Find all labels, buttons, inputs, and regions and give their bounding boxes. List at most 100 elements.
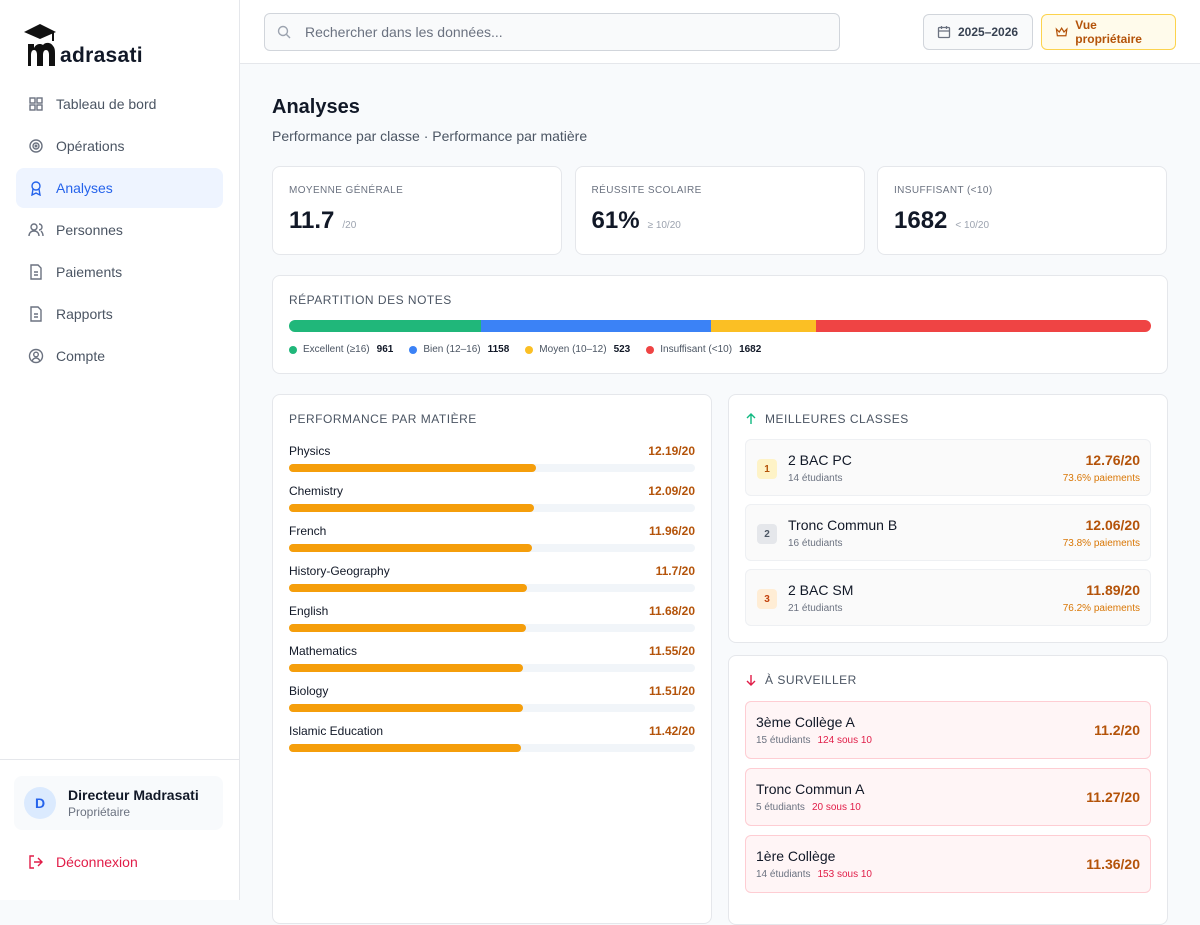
card-title: À SURVEILLER [745, 673, 857, 687]
class-payments: 76.2% paiements [1062, 603, 1140, 614]
legend-count: 961 [376, 344, 394, 355]
subject-value: 11.51/20 [648, 684, 695, 698]
bar-track [289, 584, 695, 592]
class-row: 1 2 BAC PC 14 étudiants 12.76/20 73.6% paiem… [745, 439, 1151, 496]
search-placeholder: Rechercher dans les données... [305, 24, 503, 40]
card-title-text: À SURVEILLER [765, 673, 857, 687]
class-name: Tronc Commun B [788, 517, 898, 533]
card-title-text: MEILLEURES CLASSES [765, 412, 909, 426]
bar-track [289, 664, 695, 672]
legend-name: Excellent (≥16) [303, 344, 370, 355]
class-average: 11.36/20 [1086, 856, 1140, 872]
subject-row: History-Geography 11.7/20 [289, 564, 695, 594]
nav-label: Analyses [56, 180, 113, 196]
class-students: 14 étudiants [788, 473, 843, 484]
class-name: Tronc Commun A [756, 781, 865, 797]
logo: adrasati [22, 20, 143, 66]
bar [289, 704, 523, 712]
class-payments: 73.6% paiements [1062, 473, 1140, 484]
rank-badge: 3 [757, 589, 777, 609]
nav-item[interactable]: Rapports [16, 294, 223, 334]
distribution-card: RÉPARTITION DES NOTES Excellent (≥16) 961… [272, 275, 1168, 374]
card-title: RÉPARTITION DES NOTES [289, 293, 452, 307]
subject-value: 11.7/20 [655, 564, 695, 578]
kpi-value-row: 1682 < 10/20 [894, 207, 989, 235]
search-box[interactable]: Rechercher dans les données... [264, 13, 840, 51]
kpi-suffix: ≥ 10/20 [647, 220, 681, 231]
class-name: 2 BAC SM [788, 582, 854, 598]
nav-item[interactable]: Personnes [16, 210, 223, 250]
subject-name: Physics [289, 444, 331, 458]
user-card[interactable]: D Directeur Madrasati Propriétaire [14, 776, 223, 830]
legend-count: 523 [613, 344, 631, 355]
class-below: 20 sous 10 [811, 802, 861, 813]
user-role: Propriétaire [68, 805, 131, 819]
subject-row: Mathematics 11.55/20 [289, 644, 695, 674]
class-payments: 73.8% paiements [1062, 538, 1140, 549]
distribution-legend: Excellent (≥16) 961 Bien (12–16) 1158 Moyen … [289, 344, 777, 355]
kpi-card: RÉUSSITE SCOLAIRE 61% ≥ 10/20 [574, 166, 865, 255]
watch-row: 3ème Collège A 15 étudiants 124 sous 10 11.… [745, 701, 1151, 759]
class-name: 3ème Collège A [756, 714, 855, 730]
legend-dot [409, 345, 418, 354]
class-average: 12.76/20 [1085, 452, 1141, 468]
subject-name: History-Geography [289, 564, 390, 578]
subject-name: English [289, 604, 329, 618]
legend-item: Excellent (≥16) 961 [289, 344, 393, 355]
year-button[interactable]: 2025–2026 [923, 14, 1033, 50]
nav-label: Tableau de bord [56, 96, 157, 112]
class-students: 21 étudiants [788, 603, 843, 614]
year-label: 2025–2026 [958, 25, 1019, 39]
rank-badge: 2 [757, 524, 777, 544]
legend-dot [525, 345, 534, 354]
subject-value: 11.42/20 [648, 724, 695, 738]
nav-label: Personnes [56, 222, 123, 238]
nav-label: Rapports [56, 306, 113, 322]
kpi-value: 61% [591, 207, 640, 234]
logo-icon [24, 24, 56, 66]
nav-label: Opérations [56, 138, 125, 154]
nav-item[interactable]: Tableau de bord [16, 84, 223, 124]
page-title: Analyses [272, 96, 360, 118]
legend-count: 1682 [739, 344, 762, 355]
bar-track [289, 464, 695, 472]
owner-view-label: Vue propriétaire [1075, 18, 1142, 46]
bar-track [289, 544, 695, 552]
class-below: 153 sous 10 [817, 869, 873, 880]
subject-value: 11.68/20 [648, 604, 695, 618]
distribution-bar [289, 320, 1151, 332]
nav-item-active[interactable]: Analyses [16, 168, 223, 208]
subject-value: 11.96/20 [648, 524, 695, 538]
bar [289, 584, 527, 592]
watch-row: 1ère Collège 14 étudiants 153 sous 10 11.36… [745, 835, 1151, 893]
watch-card: À SURVEILLER 3ème Collège A 15 étudiants 1… [728, 655, 1168, 925]
subject-row: Biology 11.51/20 [289, 684, 695, 714]
nav-item[interactable]: Opérations [16, 126, 223, 166]
owner-view-button[interactable]: Vue propriétaire [1041, 14, 1176, 50]
class-meta: 15 étudiants 124 sous 10 [756, 735, 872, 746]
legend-name: Moyen (10–12) [539, 344, 607, 355]
bar-track [289, 744, 695, 752]
bar [289, 744, 521, 752]
watch-row: Tronc Commun A 5 étudiants 20 sous 10 11.27… [745, 768, 1151, 826]
legend-item: Insuffisant (<10) 1682 [646, 344, 761, 355]
subject-value: 12.19/20 [648, 444, 695, 458]
logout-label: Déconnexion [56, 854, 138, 870]
class-students: 5 étudiants [756, 802, 805, 813]
kpi-card: MOYENNE GÉNÉRALE 11.7/20 [272, 166, 562, 255]
legend-dot [289, 345, 297, 354]
logout[interactable]: Déconnexion [28, 854, 138, 870]
nav-item[interactable]: Paiements [16, 252, 223, 292]
nav-item[interactable]: Compte [16, 336, 223, 376]
best-classes-card: MEILLEURES CLASSES 1 2 BAC PC 14 étudiants… [728, 394, 1168, 643]
legend-dot [646, 345, 655, 354]
kpi-value-row: 11.7/20 [289, 207, 356, 235]
kpi-suffix: < 10/20 [955, 220, 990, 231]
class-row: 3 2 BAC SM 21 étudiants 11.89/20 76.2% paiem… [745, 569, 1151, 626]
class-name: 1ère Collège [756, 848, 836, 864]
class-students: 16 étudiants [788, 538, 843, 549]
subject-name: Islamic Education [289, 724, 384, 738]
kpi-label: MOYENNE GÉNÉRALE [289, 185, 404, 196]
